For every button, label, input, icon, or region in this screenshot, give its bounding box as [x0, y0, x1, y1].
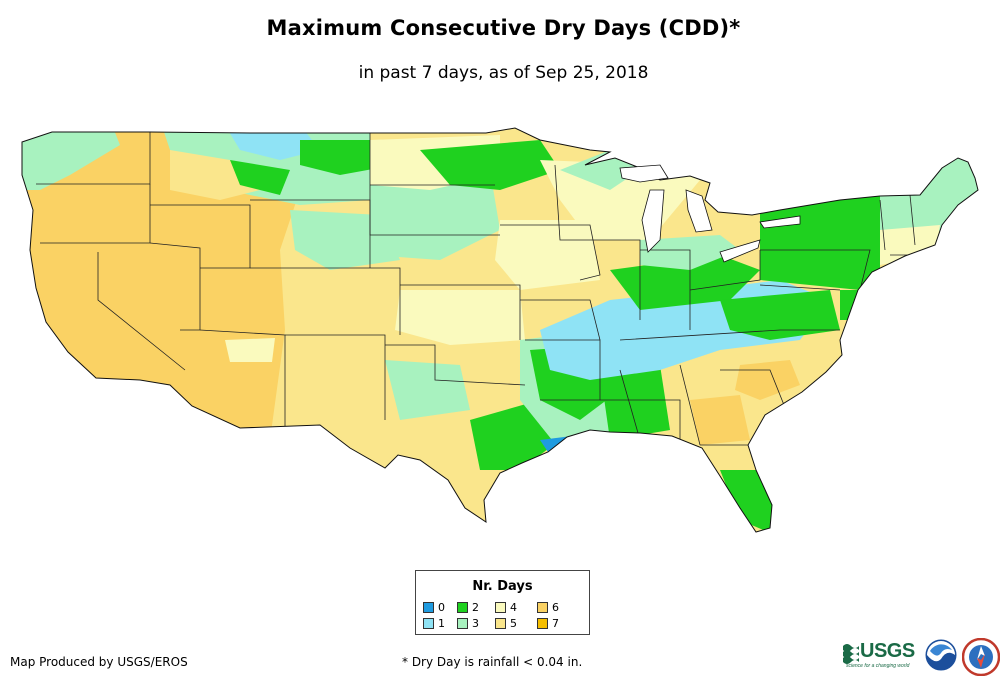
legend-swatch-1 — [423, 618, 434, 629]
legend-swatch-2 — [457, 602, 468, 613]
legend-swatch-6 — [537, 602, 548, 613]
legend-label-6: 6 — [552, 601, 559, 614]
legend-title: Nr. Days — [472, 579, 533, 594]
legend-label-7: 7 — [552, 617, 559, 630]
legend-label-4: 4 — [510, 601, 517, 614]
map-subtitle: in past 7 days, as of Sep 25, 2018 — [358, 63, 649, 83]
legend-swatch-0 — [423, 602, 434, 613]
legend-label-1: 1 — [438, 617, 445, 630]
footnote-text: * Dry Day is rainfall < 0.04 in. — [402, 655, 583, 669]
credit-text: Map Produced by USGS/EROS — [10, 655, 188, 669]
nws-logo-icon — [962, 638, 1000, 676]
legend-swatch-5 — [495, 618, 506, 629]
legend: Nr. Days 0 1 2 3 4 5 6 7 — [415, 570, 590, 635]
usgs-tagline: science for a changing world — [846, 663, 910, 669]
noaa-logo-icon — [925, 639, 957, 671]
map-title: Maximum Consecutive Dry Days (CDD)* — [266, 16, 741, 40]
usgs-wave-icon — [843, 644, 859, 664]
legend-label-5: 5 — [510, 617, 517, 630]
legend-label-2: 2 — [472, 601, 479, 614]
legend-label-3: 3 — [472, 617, 479, 630]
usgs-logo-text: USGS — [860, 640, 915, 662]
legend-swatch-4 — [495, 602, 506, 613]
legend-label-0: 0 — [438, 601, 445, 614]
legend-swatch-7 — [537, 618, 548, 629]
cdd-map — [21, 127, 979, 533]
legend-swatch-3 — [457, 618, 468, 629]
